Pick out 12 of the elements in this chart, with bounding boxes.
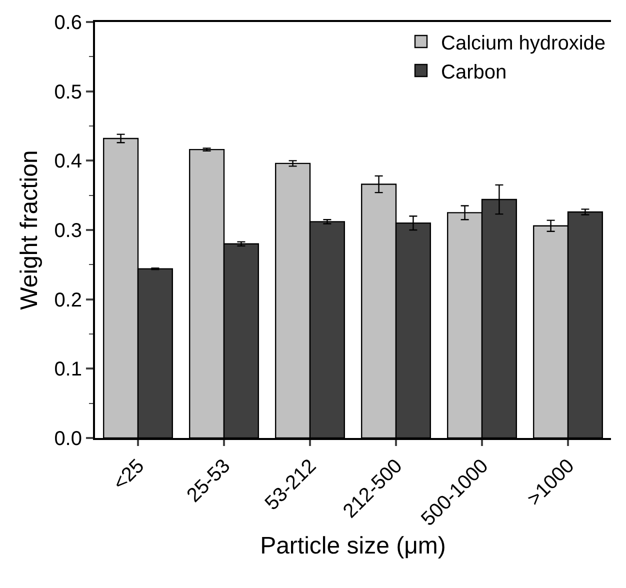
x-axis-title: Particle size (μm) — [260, 532, 446, 560]
x-tick-label: <25 — [109, 455, 149, 495]
y-axis-title: Weight fraction — [16, 150, 43, 310]
text: 0.0 — [54, 428, 82, 450]
y-tick-label: 0.5 — [54, 81, 82, 104]
y-tick-label: 0.4 — [54, 150, 82, 173]
legend-label: Carbon — [441, 61, 507, 84]
y-tick-label: 0.6 — [54, 12, 82, 34]
legend-label: Calcium hydroxide — [441, 32, 606, 54]
y-tick-label: 0.2 — [54, 289, 82, 312]
y-tick-label: 0.3 — [54, 220, 82, 242]
y-tick-label: 0.1 — [54, 358, 82, 381]
